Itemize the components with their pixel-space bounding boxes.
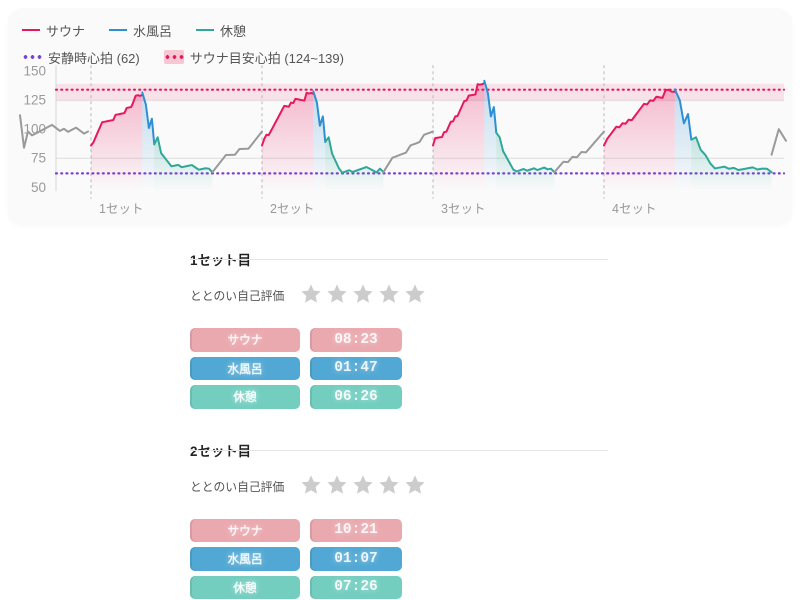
svg-text:50: 50 (31, 180, 46, 195)
svg-text:75: 75 (31, 151, 46, 166)
svg-text:1セット: 1セット (99, 202, 143, 216)
svg-text:4セット: 4セット (612, 202, 656, 216)
svg-text:2セット: 2セット (270, 202, 314, 216)
svg-text:3セット: 3セット (441, 202, 485, 216)
svg-text:150: 150 (23, 64, 46, 79)
svg-text:125: 125 (23, 93, 46, 108)
